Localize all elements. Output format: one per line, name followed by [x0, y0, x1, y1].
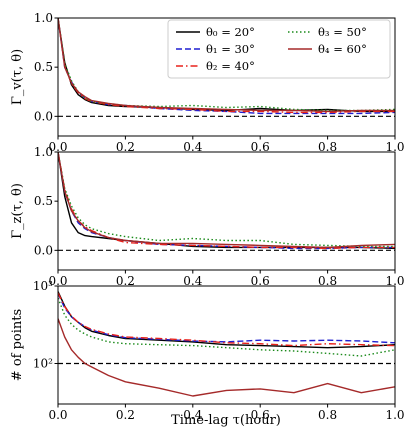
series-line-theta3	[58, 297, 395, 357]
x-tick-label: 0.4	[183, 140, 202, 154]
x-tick-label: 0.6	[251, 274, 270, 288]
legend-item-theta3: θ₃ = 50°	[288, 25, 367, 39]
series-line-theta3	[58, 152, 395, 248]
panel-2: 0.0 0.2 0.4 0.6 0.8 1.0 0.0 0.5 1.0 Γ_z(τ, θ)	[10, 145, 405, 288]
plot-frame	[57, 151, 396, 271]
legend: θ₀ = 20° θ₁ = 30° θ₂ = 40° θ₃ = 50° θ₄ = 60°	[167, 19, 391, 79]
legend-label: θ₀ = 20°	[206, 25, 255, 39]
x-tick-label: 0.6	[251, 140, 270, 154]
series-line-theta2	[58, 292, 395, 347]
y-tick-label: 1.0	[34, 145, 53, 159]
x-tick-label: 0.0	[48, 140, 67, 154]
x-tick-label: 0.4	[183, 274, 202, 288]
x-axis-label: Time-lag τ(hour)	[171, 413, 281, 428]
x-tick-label: 1.0	[385, 274, 404, 288]
legend-item-theta0: θ₀ = 20°	[176, 25, 255, 39]
series-group	[58, 291, 395, 397]
y-tick-label: 0.0	[34, 243, 53, 257]
y-tick-label: 0.5	[34, 194, 53, 208]
y-axis-label: Γ_v(τ, θ)	[10, 49, 25, 105]
series-line-theta2	[58, 152, 395, 250]
legend-label: θ₂ = 40°	[206, 59, 255, 73]
panel-1: 0.0 0.2 0.4 0.6 0.8 1.0 0.0 0.5 1.0 Γ_v(τ, θ)	[10, 11, 405, 154]
x-tick-label: 0.2	[116, 408, 135, 422]
legend-label: θ₁ = 30°	[206, 42, 255, 56]
x-tick-label: 0.8	[318, 140, 337, 154]
legend-label: θ₄ = 60°	[318, 42, 367, 56]
y-tick-label: 10³	[33, 279, 53, 293]
y-axis-label: # of points	[10, 309, 25, 381]
x-tick-label: 0.2	[116, 140, 135, 154]
legend-box	[167, 19, 391, 79]
series-group	[58, 152, 395, 250]
x-tick-label: 0.2	[116, 274, 135, 288]
x-tick-label: 0.8	[318, 408, 337, 422]
x-tick-label: 0.8	[318, 274, 337, 288]
y-axis-label: Γ_z(τ, θ)	[10, 183, 25, 239]
legend-item-theta2: θ₂ = 40°	[176, 59, 255, 73]
y-tick-label: 0.0	[34, 109, 53, 123]
panel-3: 0.0 0.2 0.4 0.6 0.8 1.0 10² 10³ # of points	[10, 279, 405, 422]
x-tick-label: 0.0	[48, 274, 67, 288]
x-tick-label: 0.6	[251, 408, 270, 422]
legend-item-theta1: θ₁ = 30°	[176, 42, 255, 56]
series-line-theta0	[58, 291, 395, 349]
series-group	[58, 18, 395, 115]
series-line-theta4	[58, 318, 395, 397]
legend-item-theta4: θ₄ = 60°	[288, 42, 367, 56]
series-line-theta4	[58, 152, 395, 249]
y-tick-label: 1.0	[34, 11, 53, 25]
legend-label: θ₃ = 50°	[318, 25, 367, 39]
plot-frame	[57, 285, 396, 405]
x-tick-label: 1.0	[385, 408, 404, 422]
panels: 0.0 0.2 0.4 0.6 0.8 1.00.00.51.0Γ_v(τ, θ)0.0 0…	[10, 11, 405, 422]
x-tick-label: 0.0	[48, 408, 67, 422]
x-tick-label: 1.0	[385, 140, 404, 154]
y-tick-label: 0.5	[34, 60, 53, 74]
series-line-theta4	[58, 18, 395, 113]
x-tick-label: 0.4	[183, 408, 202, 422]
series-line-theta1	[58, 293, 395, 344]
plot-frame	[57, 17, 396, 137]
y-tick-label: 10²	[33, 356, 53, 370]
